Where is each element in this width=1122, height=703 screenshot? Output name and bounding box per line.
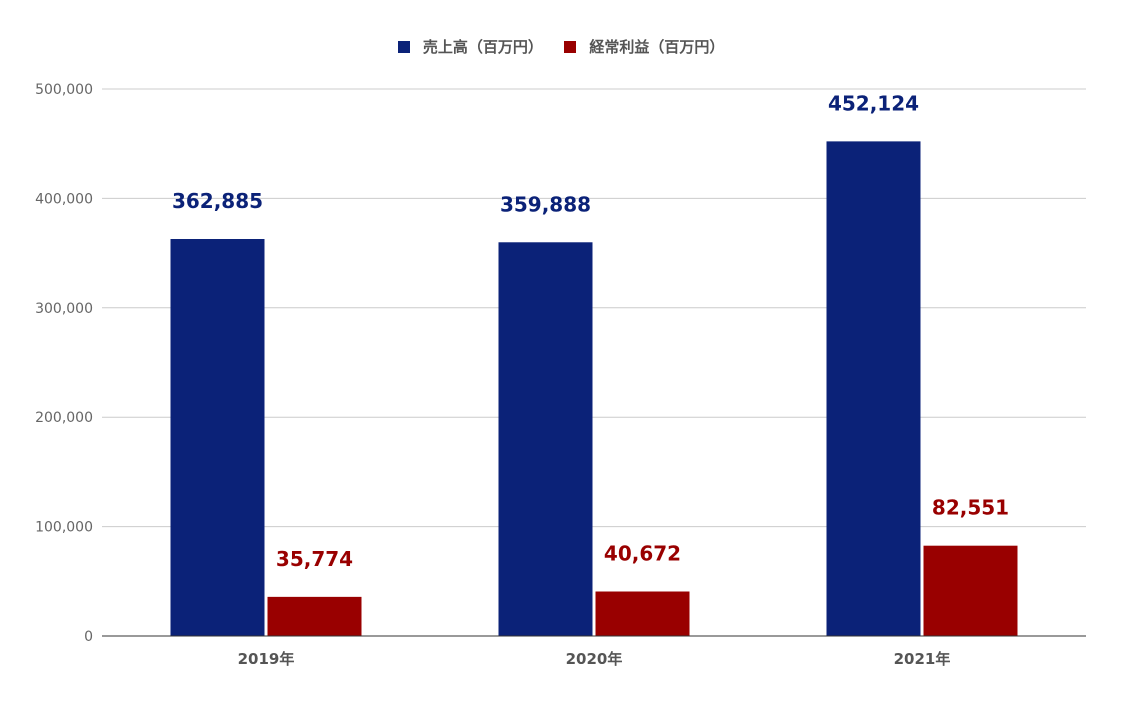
bar-sales-2019年 [170, 239, 265, 636]
y-tick-label: 400,000 [35, 191, 93, 207]
data-label-sales: 362,885 [172, 189, 263, 213]
x-tick-label: 2019年 [238, 650, 295, 668]
y-axis-tick-labels: 0 100,000 200,000 300,000 400,000 500,000 [35, 82, 93, 645]
x-tick-label: 2020年 [566, 650, 623, 668]
legend-item-sales[interactable]: 売上高（百万円） [397, 36, 543, 57]
y-tick-label: 200,000 [35, 410, 93, 426]
data-label-sales: 359,888 [500, 192, 591, 216]
legend-item-ordinary-profit[interactable]: 経常利益（百万円） [564, 36, 724, 57]
bar-ordinary-profit-2019年 [267, 596, 362, 636]
bar-sales-2021年 [826, 141, 921, 636]
x-tick-label: 2021年 [894, 650, 951, 668]
bars [170, 141, 1018, 636]
legend-label-sales: 売上高（百万円） [422, 38, 543, 56]
data-label-ordinary-profit: 82,551 [932, 496, 1009, 520]
y-tick-label: 0 [84, 629, 93, 645]
bar-ordinary-profit-2020年 [595, 591, 690, 636]
data-labels: 362,885 35,774 359,888 40,672 452,124 82,551 [172, 91, 1009, 570]
legend-swatch-ordinary-profit [564, 41, 577, 53]
data-label-ordinary-profit: 40,672 [604, 542, 681, 566]
data-label-ordinary-profit: 35,774 [276, 547, 353, 571]
y-tick-label: 100,000 [35, 520, 93, 536]
gridlines [102, 88, 1086, 528]
y-tick-label: 500,000 [35, 82, 93, 98]
chart-legend: 売上高（百万円） 経常利益（百万円） [0, 36, 1122, 57]
bar-sales-2020年 [498, 242, 593, 636]
data-label-sales: 452,124 [828, 91, 919, 115]
y-tick-label: 300,000 [35, 301, 93, 317]
legend-label-ordinary-profit: 経常利益（百万円） [589, 38, 725, 56]
bar-ordinary-profit-2021年 [923, 545, 1018, 636]
legend-swatch-sales [397, 41, 410, 53]
x-axis-tick-labels: 2019年 2020年 2021年 [238, 650, 951, 668]
